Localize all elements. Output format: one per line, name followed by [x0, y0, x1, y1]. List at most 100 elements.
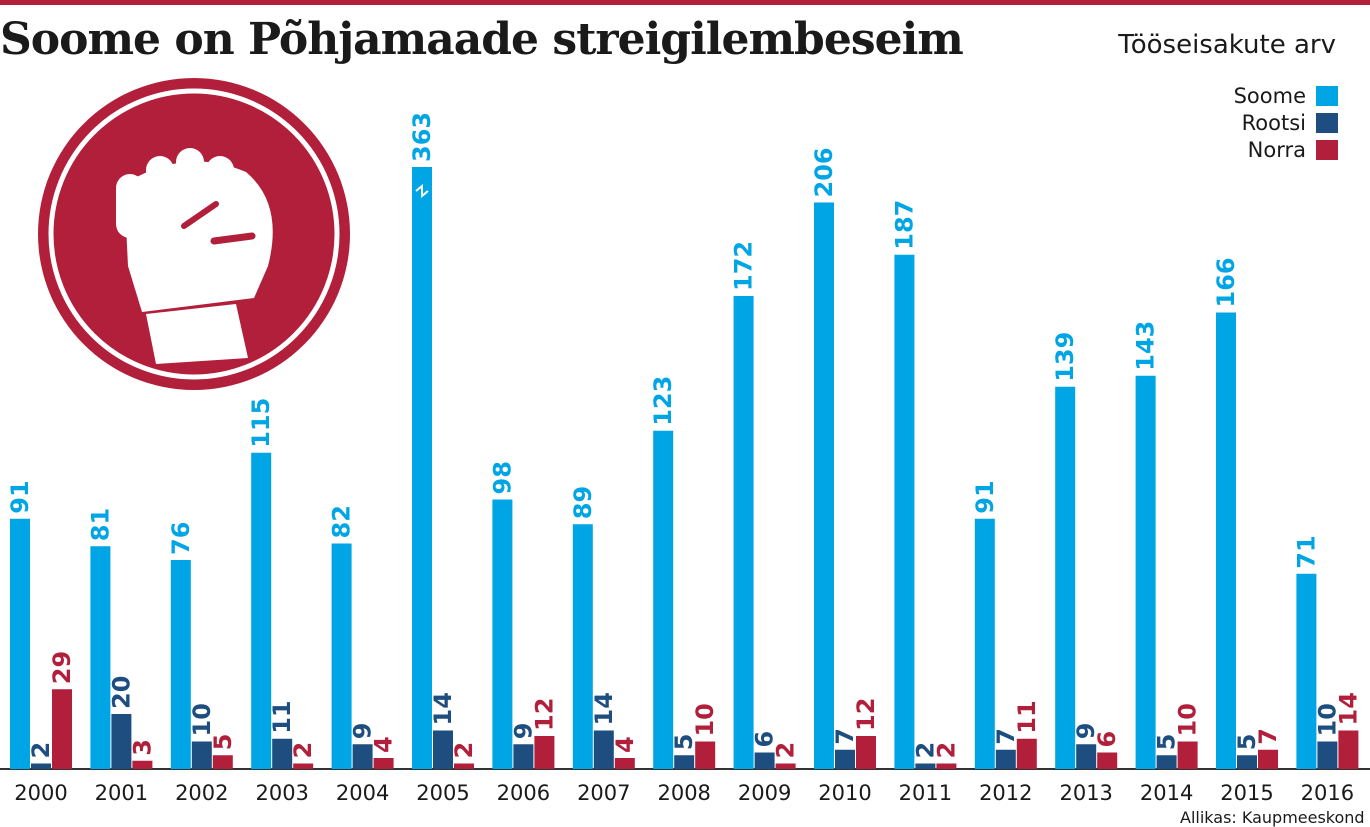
legend-label: Soome: [1233, 83, 1306, 108]
value-label: 115: [247, 398, 275, 448]
value-label: 81: [86, 508, 114, 541]
value-label: 2: [772, 742, 800, 759]
value-label: 9: [509, 723, 537, 740]
bar-soome-2013: [1055, 386, 1076, 769]
x-tick-label: 2002: [175, 781, 228, 805]
value-label: 139: [1051, 332, 1079, 382]
value-label: 14: [590, 692, 618, 725]
value-label: 5: [1153, 734, 1181, 751]
value-label: 82: [328, 505, 356, 538]
value-label: 172: [730, 241, 758, 291]
legend-item-norra: Norra: [1234, 136, 1338, 163]
value-label: 2: [27, 742, 55, 759]
value-label: 76: [167, 522, 195, 555]
value-label: 10: [1313, 703, 1341, 736]
bar-rootsi-2003: [272, 738, 293, 769]
value-label: 7: [831, 728, 859, 745]
bar-soome-2001: [90, 546, 111, 769]
value-label: 89: [569, 486, 597, 519]
value-label: 29: [48, 651, 76, 684]
x-tick-label: 2015: [1220, 781, 1273, 805]
x-tick-label: 2014: [1140, 781, 1193, 805]
value-label: 10: [691, 703, 719, 736]
value-label: 9: [1072, 723, 1100, 740]
axis-break-mark: [415, 183, 429, 199]
legend-swatch: [1316, 139, 1338, 160]
value-label: 5: [670, 734, 698, 751]
value-label: 2: [289, 742, 317, 759]
bar-norra-2016: [1338, 730, 1359, 769]
x-tick-label: 2013: [1059, 781, 1112, 805]
value-label: 123: [649, 376, 677, 426]
bar-soome-2006: [492, 499, 513, 769]
source-note: Allikas: Kaupmeeskond: [1180, 808, 1365, 827]
bar-rootsi-2006: [513, 744, 534, 769]
bar-rootsi-2005: [433, 730, 453, 769]
bar-norra-2001: [132, 760, 153, 769]
bar-soome-2015: [1216, 312, 1236, 769]
bar-rootsi-2011: [915, 763, 936, 769]
bar-norra-2000: [52, 689, 72, 769]
value-label: 12: [852, 698, 880, 731]
value-label: 14: [1334, 692, 1362, 725]
value-label: 3: [128, 739, 156, 756]
value-label: 91: [971, 480, 999, 513]
value-label: 14: [429, 692, 457, 725]
value-label: 98: [488, 461, 516, 494]
value-label: 11: [1013, 700, 1041, 733]
bar-soome-2012: [974, 518, 995, 769]
bar-rootsi-2010: [835, 749, 855, 769]
bar-rootsi-2008: [674, 755, 695, 769]
bar-soome-2000: [10, 518, 30, 769]
x-tick-label: 2009: [738, 781, 791, 805]
legend-item-rootsi: Rootsi: [1234, 109, 1338, 136]
bar-soome-2011: [894, 254, 915, 769]
x-tick-label: 2006: [497, 781, 550, 805]
value-label: 10: [188, 703, 216, 736]
value-label: 4: [370, 736, 398, 753]
bar-soome-2016: [1296, 573, 1317, 769]
bar-norra-2014: [1177, 741, 1198, 769]
bar-rootsi-2016: [1317, 741, 1338, 769]
bar-norra-2003: [293, 763, 314, 769]
value-label: 2: [932, 742, 960, 759]
value-label: 187: [890, 200, 918, 250]
value-label: 2: [450, 742, 478, 759]
bar-norra-2009: [775, 763, 796, 769]
value-label: 7: [992, 728, 1020, 745]
bar-rootsi-2007: [593, 730, 614, 769]
bar-soome-2005: [412, 167, 432, 769]
legend-label: Rootsi: [1241, 110, 1306, 135]
bar-soome-2002: [170, 560, 191, 769]
value-label: 143: [1132, 321, 1160, 371]
bar-soome-2007: [572, 524, 593, 769]
bar-norra-2010: [856, 736, 876, 769]
bar-norra-2006: [534, 736, 555, 769]
bar-rootsi-2001: [111, 714, 132, 769]
value-label: 20: [107, 676, 135, 709]
x-tick-label: 2010: [818, 781, 871, 805]
legend-label: Norra: [1247, 137, 1306, 162]
bar-rootsi-2012: [995, 749, 1016, 769]
bar-soome-2014: [1135, 375, 1156, 769]
bar-norra-2004: [373, 758, 394, 769]
bar-soome-2009: [733, 296, 754, 769]
value-label: 71: [1292, 535, 1320, 568]
bar-rootsi-2009: [754, 752, 775, 769]
bar-rootsi-2013: [1076, 744, 1097, 769]
value-label: 7: [1254, 728, 1282, 745]
value-label: 206: [810, 147, 838, 197]
x-tick-label: 2007: [577, 781, 630, 805]
x-tick-label: 2012: [979, 781, 1032, 805]
bar-norra-2008: [695, 741, 716, 769]
x-tick-label: 2004: [336, 781, 389, 805]
legend-swatch: [1316, 85, 1338, 106]
legend-swatch: [1316, 112, 1338, 133]
bar-norra-2015: [1258, 749, 1278, 769]
top-rule: [0, 0, 1370, 5]
bar-norra-2011: [936, 763, 957, 769]
bar-rootsi-2002: [191, 741, 212, 769]
x-tick-label: 2011: [899, 781, 952, 805]
value-label: 6: [751, 731, 779, 748]
